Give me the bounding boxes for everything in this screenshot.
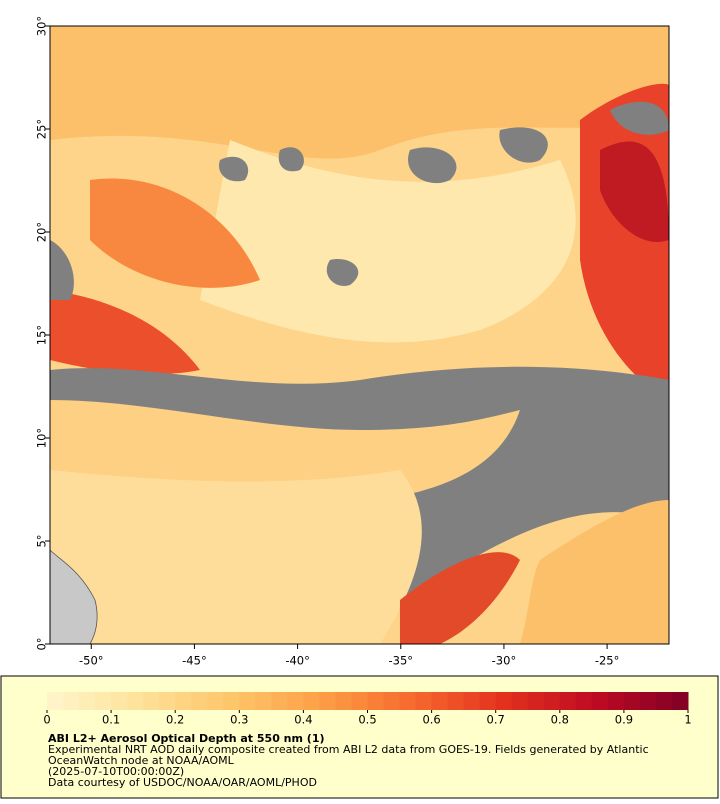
colorbar-tick-label: 0.3 <box>230 713 248 727</box>
colorbar-step <box>79 692 96 710</box>
colorbar-step <box>239 692 256 710</box>
colorbar-step <box>335 692 352 710</box>
x-tick-label: -40° <box>285 654 310 668</box>
colorbar-step <box>447 692 465 710</box>
colorbar-step <box>415 692 433 710</box>
colorbar-step <box>303 692 320 710</box>
caption-title: ABI L2+ Aerosol Optical Depth at 550 nm … <box>48 732 325 745</box>
x-tick-label: -45° <box>182 654 207 668</box>
colorbar-step <box>287 692 304 710</box>
colorbar-tick-label: 0.4 <box>294 713 312 727</box>
colorbar-step <box>319 692 336 710</box>
colorbar-step <box>671 692 689 710</box>
colorbar-step <box>495 692 513 710</box>
colorbar-step <box>223 692 240 710</box>
colorbar-step <box>383 692 401 710</box>
caption-line: Experimental NRT AOD daily composite cre… <box>48 743 649 756</box>
colorbar-step <box>543 692 561 710</box>
colorbar-step <box>191 692 208 710</box>
colorbar-step <box>575 692 593 710</box>
colorbar-tick-label: 0.9 <box>615 713 633 727</box>
aerosol-patch <box>600 141 669 242</box>
aerosol-patch <box>400 552 520 644</box>
colorbar-tick-label: 0.5 <box>358 713 376 727</box>
no-data <box>50 101 669 300</box>
colorbar-step <box>479 692 497 710</box>
colorbar-tick-label: 0.8 <box>551 713 569 727</box>
colorbar-tick-label: 0.7 <box>487 713 505 727</box>
colorbar-step <box>607 692 625 710</box>
colorbar-step <box>175 692 192 710</box>
colorbar-step <box>463 692 481 710</box>
colorbar-step <box>351 692 368 710</box>
aerosol-patch <box>50 26 669 159</box>
colorbar-tick-label: 0.1 <box>102 713 120 727</box>
colorbar-step <box>399 692 417 710</box>
aerosol-patch <box>50 290 200 375</box>
aerosol-patch <box>200 140 576 343</box>
aerosol-patch <box>90 178 260 288</box>
colorbar-step <box>511 692 529 710</box>
x-tick-label: -25° <box>595 654 620 668</box>
colorbar-tick-label: 0 <box>43 713 50 727</box>
colorbar-tick-label: 1 <box>684 713 691 727</box>
y-tick-label: 5° <box>35 534 49 547</box>
aerosol-patch <box>520 500 669 644</box>
y-tick-label: 15° <box>35 325 49 345</box>
colorbar-step <box>159 692 176 710</box>
y-tick-label: 25° <box>35 119 49 139</box>
colorbar-step <box>255 692 272 710</box>
land <box>50 549 98 644</box>
aod-map <box>50 26 669 644</box>
colorbar-step <box>143 692 160 710</box>
colorbar-step <box>559 692 577 710</box>
y-tick-label: 30° <box>35 16 49 36</box>
caption-line: OceanWatch node at NOAA/AOML <box>48 754 235 767</box>
colorbar-step <box>111 692 128 710</box>
colorbar-step <box>591 692 609 710</box>
colorbar-step <box>623 692 641 710</box>
caption-line: Data courtesy of USDOC/NOAA/OAR/AOML/PHO… <box>48 776 317 789</box>
aerosol-patch <box>50 470 422 644</box>
colorbar-step <box>367 692 385 710</box>
colorbar-step <box>655 692 673 710</box>
colorbar-step <box>47 692 64 710</box>
x-tick-label: -30° <box>492 654 517 668</box>
y-tick-label: 10° <box>35 428 49 448</box>
caption-line: (2025-07-10T00:00:00Z) <box>48 765 184 778</box>
colorbar-step <box>271 692 288 710</box>
colorbar-step <box>95 692 112 710</box>
colorbar-step <box>431 692 449 710</box>
colorbar-step <box>639 692 657 710</box>
x-tick-label: -50° <box>79 654 104 668</box>
colorbar-step <box>63 692 80 710</box>
x-tick-label: -35° <box>388 654 413 668</box>
y-tick-label: 0° <box>35 637 49 650</box>
y-tick-label: 20° <box>35 222 49 242</box>
colorbar-tick-label: 0.2 <box>166 713 184 727</box>
colorbar-tick-label: 0.6 <box>422 713 440 727</box>
colorbar-step <box>527 692 545 710</box>
colorbar-step <box>207 692 224 710</box>
colorbar-step <box>127 692 144 710</box>
